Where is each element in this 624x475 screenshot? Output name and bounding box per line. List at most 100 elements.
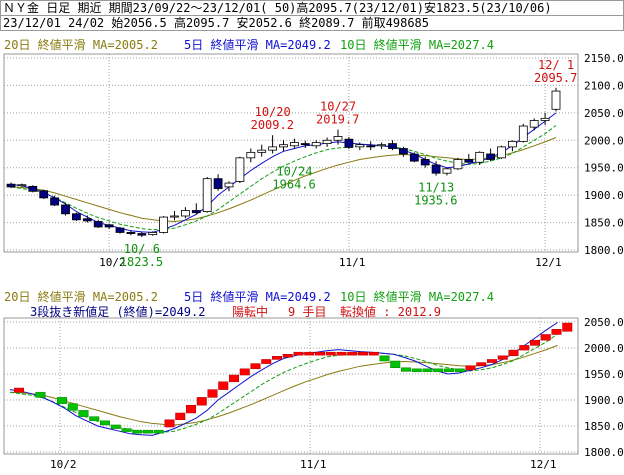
annotation-date: 12/ 1 (538, 58, 574, 72)
renko-block-up (196, 397, 207, 406)
renko-block-up (164, 419, 175, 428)
renko-block-down (390, 360, 401, 369)
annotation-date: 10/27 (320, 99, 356, 113)
candle-up (17, 184, 27, 187)
renko-block-down (35, 391, 46, 398)
candle-up (475, 151, 485, 163)
candle-up (268, 146, 278, 151)
legend-ma20-candle: 20日 終値平滑 MA=2005.2 (4, 37, 158, 52)
renko-block-up (368, 351, 379, 356)
candle-down (344, 138, 354, 148)
candle-down (93, 221, 103, 228)
renko-ytick-label: 1950.0 (584, 368, 624, 381)
renko-block-up (562, 322, 573, 332)
candlestick-panel: 1800.0 1850.0 1900.0 1950.0 2000.0 2050.0 2100… (3, 52, 624, 269)
renko-block-up (497, 355, 508, 360)
renko-block-down (411, 368, 422, 373)
renko-block-up (487, 359, 497, 363)
annotation-date: 10/24 (276, 165, 312, 179)
candle-up (246, 151, 256, 159)
candle-ytick-label: 1900.0 (584, 189, 624, 202)
candle-down (366, 145, 376, 148)
legend-ma20-renko: 20日 終値平滑 MA=2005.2 (4, 289, 158, 304)
candle-ytick-label: 1850.0 (584, 217, 624, 230)
renko-block-down (67, 403, 78, 411)
renko-block-down (110, 424, 121, 429)
renko-block-down (444, 368, 454, 373)
annotation-date: 10/20 (255, 105, 291, 119)
candle-up (202, 178, 212, 213)
candle-down (61, 204, 70, 215)
renko-block-up (239, 368, 250, 376)
renko-panel: 1800.0 1850.0 1900.0 1950.0 2000.0 2050.0 10/2… (3, 316, 624, 471)
candle-ytick-label: 1800.0 (584, 244, 624, 257)
renko-block-up (261, 359, 272, 364)
renko-ytick-label: 2050.0 (584, 316, 624, 329)
candle-down (300, 143, 310, 146)
renko-xtick-label: 12/1 (530, 458, 557, 471)
candle-up (529, 120, 539, 128)
renko-block-up (304, 351, 315, 356)
candle-up (322, 139, 332, 144)
candle-up (377, 144, 387, 147)
candle-ytick-label: 2000.0 (584, 134, 624, 147)
renko-block-up (476, 362, 487, 366)
renko-block-up (272, 356, 282, 360)
candle-ma10-line (10, 125, 557, 231)
candle-xtick-label: 11/1 (339, 256, 366, 269)
renko-info-count: 9 手目 (288, 305, 326, 319)
candle-down (486, 153, 496, 160)
renko-block-up (336, 351, 347, 356)
renko-block-up (551, 329, 562, 335)
legend-ma10-renko: 10日 終値平滑 MA=2027.4 (340, 289, 494, 304)
candle-up (442, 168, 452, 174)
annotation-date: 11/13 (418, 181, 454, 195)
renko-block-up (250, 363, 261, 370)
annotation-value: 2019.7 (316, 112, 359, 126)
renko-ytick-label: 2000.0 (584, 342, 624, 355)
renko-block-up (175, 412, 186, 421)
candle-down (28, 185, 38, 192)
annotation-value: 2095.7 (534, 71, 577, 85)
candle-up (170, 215, 179, 218)
annotation-value: 1935.6 (414, 194, 457, 208)
renko-ytick-label: 1850.0 (584, 420, 624, 433)
candle-up (497, 146, 506, 159)
candle-down (409, 153, 419, 162)
renko-block-down (78, 410, 89, 417)
candle-up (355, 144, 365, 148)
candle-up (148, 232, 158, 236)
renko-block-up (465, 365, 476, 371)
candle-down (464, 159, 474, 163)
chart-header-line1: ＮＹ金 日足 期近 期間23/09/22～23/12/01( 50)高2095.… (0, 0, 624, 16)
chart-header-line2: 23/12/01 24/02 始2056.5 高2095.7 安2052.6 終… (0, 15, 624, 31)
candle-down (420, 159, 430, 166)
renko-block-down (379, 355, 390, 362)
annotation-value: 2009.2 (251, 118, 294, 132)
legend-ma5-candle: 5日 終値平滑 MA=2049.2 (184, 37, 331, 52)
candle-down (137, 233, 147, 236)
renko-block-up (207, 389, 218, 398)
candle-up (257, 149, 267, 153)
renko-block-down (132, 429, 143, 434)
annotation-value: 1823.5 (120, 255, 163, 269)
candle-xtick-label: 10/2 (99, 256, 126, 269)
renko-block-down (422, 368, 433, 373)
renko-info-name: 3段抜き新値足 (終値)=2049.2 (30, 304, 205, 319)
renko-block-up (519, 345, 530, 351)
candle-down (72, 213, 81, 221)
candle-down (191, 210, 201, 214)
candle-plot-frame (3, 53, 579, 253)
renko-ytick-label: 1800.0 (584, 446, 624, 459)
annotation-date: 10/ 6 (124, 242, 160, 256)
renko-block-down (143, 429, 153, 434)
renko-block-down (401, 367, 411, 372)
renko-plot-frame (3, 317, 579, 455)
candle-up (289, 142, 299, 147)
renko-block-up (186, 404, 196, 414)
renko-ma5-line (9, 322, 558, 436)
renko-block-down (89, 416, 100, 422)
renko-block-up (315, 351, 325, 356)
candle-ytick-label: 2100.0 (584, 79, 624, 92)
